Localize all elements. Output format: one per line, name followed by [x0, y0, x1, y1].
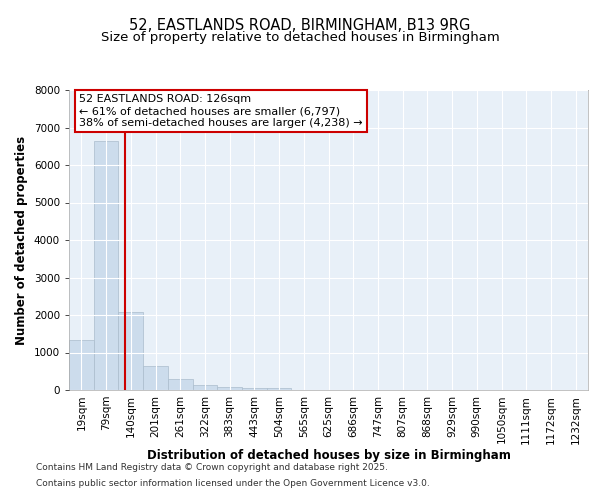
Bar — [69, 340, 94, 390]
Y-axis label: Number of detached properties: Number of detached properties — [15, 136, 28, 344]
Text: Size of property relative to detached houses in Birmingham: Size of property relative to detached ho… — [101, 31, 499, 44]
X-axis label: Distribution of detached houses by size in Birmingham: Distribution of detached houses by size … — [146, 449, 511, 462]
Bar — [168, 378, 193, 390]
Bar — [118, 312, 143, 390]
Bar — [193, 385, 217, 390]
Text: Contains HM Land Registry data © Crown copyright and database right 2025.: Contains HM Land Registry data © Crown c… — [36, 464, 388, 472]
Text: 52 EASTLANDS ROAD: 126sqm
← 61% of detached houses are smaller (6,797)
38% of se: 52 EASTLANDS ROAD: 126sqm ← 61% of detac… — [79, 94, 363, 128]
Bar — [267, 388, 292, 390]
Text: 52, EASTLANDS ROAD, BIRMINGHAM, B13 9RG: 52, EASTLANDS ROAD, BIRMINGHAM, B13 9RG — [130, 18, 470, 32]
Bar — [217, 387, 242, 390]
Bar — [242, 388, 267, 390]
Bar — [143, 366, 168, 390]
Text: Contains public sector information licensed under the Open Government Licence v3: Contains public sector information licen… — [36, 478, 430, 488]
Bar — [94, 140, 118, 390]
